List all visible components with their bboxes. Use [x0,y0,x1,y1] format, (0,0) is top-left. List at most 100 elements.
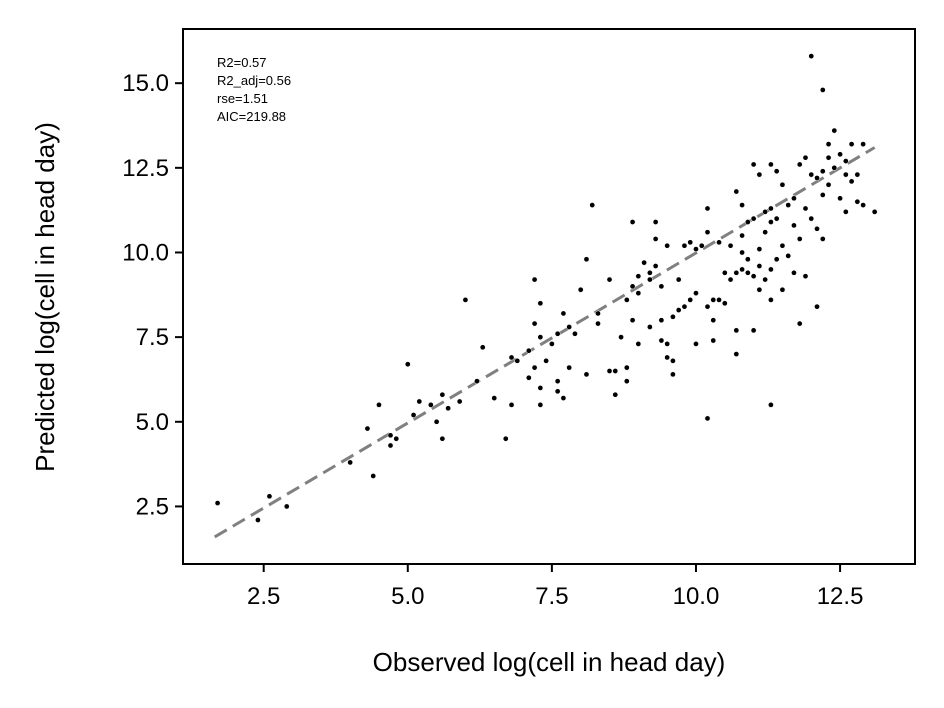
data-point [704,205,711,212]
data-point [825,181,832,188]
data-point [595,310,601,317]
data-point [681,242,688,249]
data-point [427,402,434,408]
data-point [410,412,417,418]
data-point [860,141,866,147]
data-point [647,324,653,330]
data-point [583,371,590,378]
data-point [214,500,221,506]
data-point [606,368,613,374]
data-point [693,246,699,252]
data-point [474,378,480,385]
data-point [779,242,786,249]
data-point [583,256,590,263]
data-point [739,249,745,256]
data-point [635,290,642,296]
data-point [635,341,642,347]
data-point [537,300,544,307]
x-tick-label: 2.5 [247,583,280,610]
data-point [802,273,809,280]
data-point [698,242,705,249]
stat-line: rse=1.51 [217,91,268,106]
data-point [791,222,797,229]
data-point [595,320,601,327]
data-point [439,435,446,442]
data-point [750,161,757,168]
stat-line: R2=0.57 [217,55,267,70]
data-point [704,303,711,310]
y-axis-label: Predicted log(cell in head day) [30,122,60,472]
data-point [652,263,659,269]
data-point [479,344,486,351]
data-point [814,225,820,232]
x-axis-ticks: 2.5 5.0 7.5 10.0 12.5 [247,564,863,610]
data-point [831,164,838,171]
data-point [733,269,740,276]
data-point [791,269,797,276]
data-point [704,415,711,422]
data-point [635,273,642,280]
data-point [652,236,659,242]
data-point [387,442,394,449]
data-point [825,141,832,147]
data-point [762,276,768,283]
data-point [623,297,630,303]
data-point [554,388,561,395]
data-point [393,435,400,442]
data-point [871,208,878,215]
data-point [514,357,521,364]
data-point [842,208,849,215]
data-point [739,202,745,208]
data-point [779,286,786,293]
data-point [623,378,630,385]
data-point [785,202,792,208]
stat-line: AIC=219.88 [217,109,286,124]
data-point [629,317,636,324]
data-point [848,141,855,147]
data-point [525,347,532,354]
data-point [531,364,538,371]
data-point [768,161,774,168]
data-point [508,354,515,361]
data-point [681,303,688,310]
data-point [745,256,751,263]
data-point [808,53,815,59]
data-point [716,297,722,303]
data-point [802,205,809,212]
data-point [808,171,815,178]
data-point [796,320,803,327]
data-point [566,324,573,330]
data-point [762,229,768,236]
data-point [860,202,866,208]
data-point [554,330,561,337]
data-point [750,273,757,280]
data-point [664,242,671,249]
data-point [773,256,780,263]
data-point [531,276,538,283]
data-point [854,198,861,205]
data-point [549,341,555,347]
data-point [750,327,757,334]
data-point [560,310,567,317]
data-point [255,517,261,523]
data-point [566,364,573,371]
data-point [808,215,815,222]
data-point [733,351,740,357]
data-point [756,263,763,269]
data-point [456,398,463,405]
plot-frame [182,28,916,565]
data-point [837,195,843,202]
data-point [664,341,671,347]
data-point [704,229,711,236]
data-point [670,357,676,364]
stat-line: R2_adj=0.56 [217,73,291,88]
data-point [721,269,728,276]
data-point [825,154,832,161]
data-point [589,202,596,208]
data-point [508,402,515,408]
y-tick-label: 10.0 [122,239,169,266]
data-point [796,161,803,168]
y-tick-label: 2.5 [136,493,169,520]
data-point [768,266,774,273]
